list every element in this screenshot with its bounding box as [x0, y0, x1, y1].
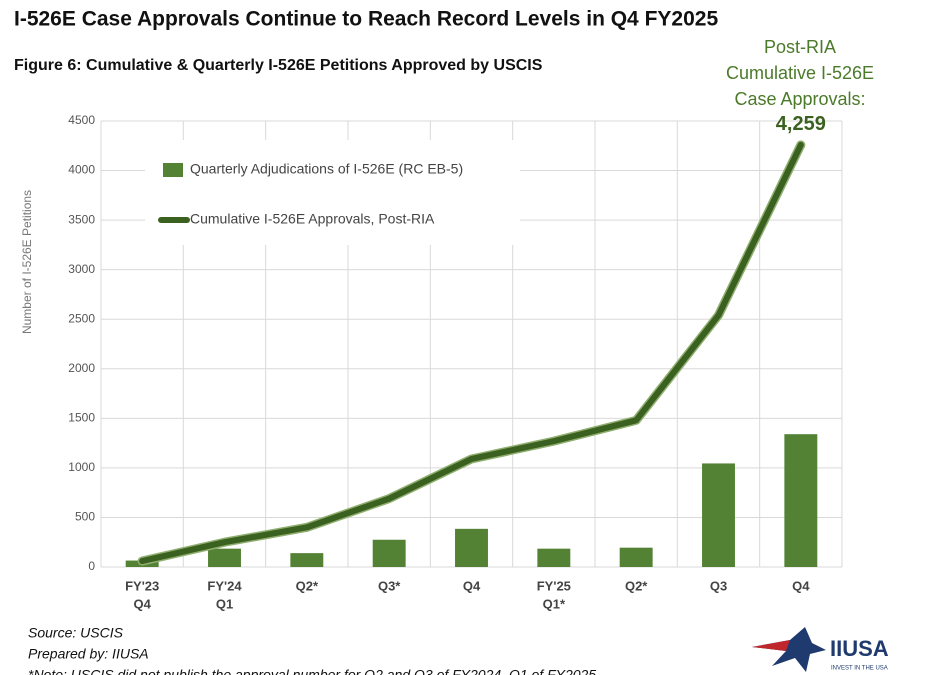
- y-tick-label: 2500: [68, 311, 95, 325]
- footer-note: Source: USCIS: [28, 625, 124, 641]
- logo-stripe: [752, 640, 790, 651]
- x-tick-label: Q4: [133, 596, 151, 611]
- chart-title: Figure 6: Cumulative & Quarterly I-526E …: [14, 57, 543, 74]
- annotation: Post-RIA: [764, 37, 836, 57]
- bar: [702, 463, 735, 567]
- bar: [537, 548, 571, 567]
- y-tick-label: 2000: [68, 361, 95, 375]
- bar: [619, 547, 653, 567]
- bar: [290, 553, 324, 567]
- y-tick-label: 3000: [68, 262, 95, 276]
- annotation: Case Approvals:: [734, 89, 865, 109]
- bar: [372, 539, 406, 567]
- x-tick-label: Q3*: [378, 578, 401, 593]
- legend-box: [145, 140, 520, 245]
- footer-note: *Note: USCIS did not publish the approva…: [28, 667, 596, 675]
- x-tick-label: FY'24: [207, 578, 242, 593]
- bar: [208, 548, 241, 567]
- x-tick-label: Q4: [463, 578, 481, 593]
- y-tick-label: 1500: [68, 411, 95, 425]
- page-title: I-526E Case Approvals Continue to Reach …: [14, 8, 718, 31]
- logo-text: IIUSA: [830, 636, 889, 661]
- logo-star: [752, 627, 826, 672]
- y-tick-label: 0: [88, 559, 95, 573]
- legend-label: Quarterly Adjudications of I-526E (RC EB…: [190, 161, 463, 177]
- x-tick-label: Q1: [216, 596, 233, 611]
- bar: [455, 528, 488, 567]
- bar: [784, 434, 818, 567]
- line: [139, 141, 804, 565]
- y-tick-label: 4500: [68, 113, 95, 127]
- x-tick-label: FY'25: [537, 578, 571, 593]
- y-tick-label: 500: [75, 510, 95, 524]
- logo-tagline: INVEST IN THE USA: [831, 666, 888, 672]
- x-tick-label: Q2*: [625, 578, 648, 593]
- y-tick-label: 4000: [68, 163, 95, 177]
- value-label: 4,259: [776, 113, 826, 135]
- footer-note: Prepared by: IIUSA: [28, 646, 149, 662]
- legend-swatch: [163, 163, 183, 177]
- x-tick-label: Q2*: [296, 578, 319, 593]
- x-tick-label: Q4: [792, 578, 810, 593]
- y-axis-label: Number of I-526E Petitions: [20, 190, 34, 334]
- legend-label: Cumulative I-526E Approvals, Post-RIA: [190, 211, 435, 227]
- y-tick-label: 3500: [68, 212, 95, 226]
- x-tick-label: Q3: [710, 578, 727, 593]
- annotation: Cumulative I-526E: [726, 63, 874, 83]
- logo: IIUSA INVEST IN THE USA: [752, 627, 889, 672]
- y-tick-label: 1000: [68, 460, 95, 474]
- x-tick-label: Q1*: [543, 596, 566, 611]
- x-tick-label: FY'23: [125, 578, 159, 593]
